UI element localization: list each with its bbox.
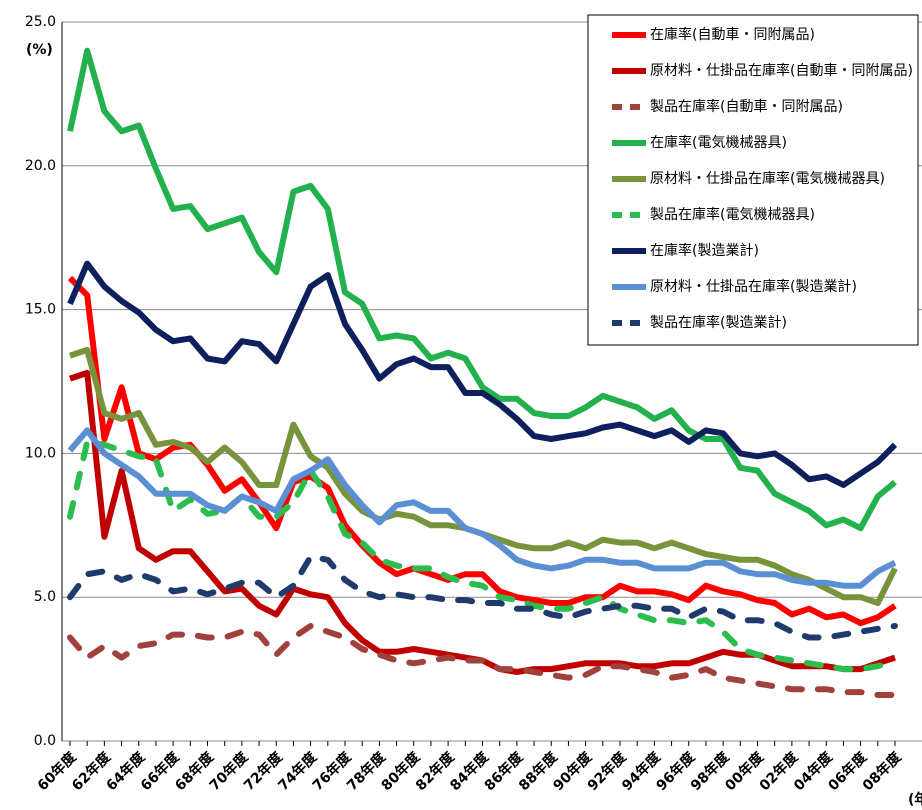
legend-label: 在庫率(自動車・同附属品) — [650, 26, 815, 43]
x-axis-label: (年度) — [908, 791, 922, 808]
series-line — [67, 623, 898, 698]
legend-label: 原材料・仕掛品在庫率(製造業計) — [650, 278, 857, 295]
y-tick-label: 20.0 — [25, 158, 56, 174]
series-line — [67, 438, 898, 673]
y-tick-label: 15.0 — [25, 302, 56, 318]
series-line — [67, 47, 897, 532]
legend-label: 原材料・仕掛品在庫率(自動車・同附属品) — [650, 62, 913, 79]
series-line — [67, 260, 898, 488]
y-unit: (%) — [26, 42, 53, 58]
series-line — [67, 427, 897, 589]
series-line — [67, 553, 898, 641]
series-line — [69, 369, 896, 675]
legend-label: 原材料・仕掛品在庫率(電気機械器具) — [650, 170, 885, 187]
legend-label: 在庫率(電気機械器具) — [650, 134, 787, 151]
y-tick-label: 5.0 — [34, 589, 56, 605]
x-tick-label: 08年度 — [859, 748, 905, 794]
legend-label: 製品在庫率(製造業計) — [650, 314, 787, 331]
y-tick-label: 0.0 — [34, 733, 56, 749]
y-tick-label: 25.0 — [25, 14, 56, 30]
y-tick-label: 10.0 — [25, 445, 56, 461]
legend-label: 製品在庫率(電気機械器具) — [650, 206, 815, 223]
legend-label: 製品在庫率(自動車・同附属品) — [650, 98, 843, 115]
legend-label: 在庫率(製造業計) — [650, 242, 759, 259]
